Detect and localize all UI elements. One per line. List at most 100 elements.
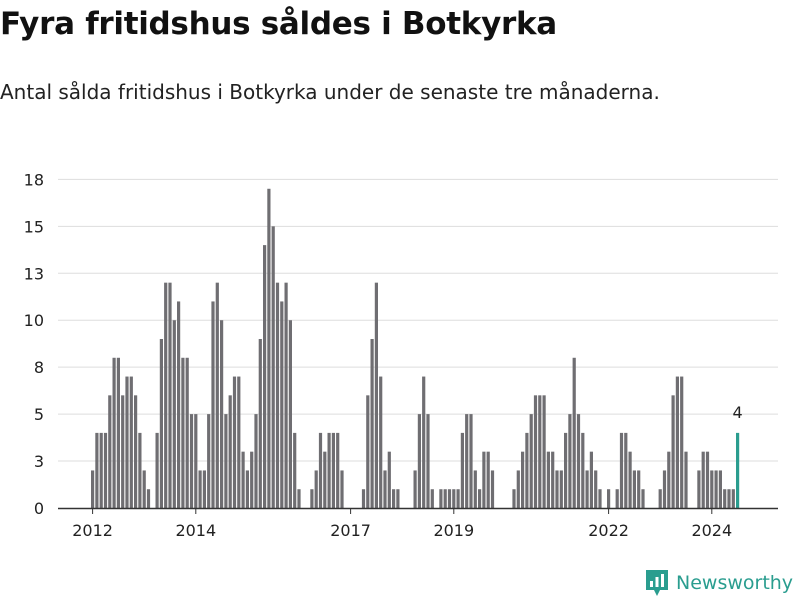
y-tick-label: 5	[34, 405, 44, 424]
bar	[490, 470, 495, 508]
bar	[637, 470, 641, 508]
bar	[396, 489, 400, 508]
bar	[275, 282, 280, 508]
bar	[576, 414, 581, 508]
bar	[624, 432, 628, 508]
bar	[538, 395, 542, 508]
y-axis-ticks: 0 3 5 8 10 13 15 18	[24, 170, 44, 518]
y-tick-label: 0	[34, 499, 44, 518]
bar	[220, 320, 224, 508]
bar	[619, 432, 624, 508]
y-tick-label: 3	[34, 452, 44, 471]
bar	[258, 339, 262, 508]
bar	[327, 432, 331, 508]
bar	[667, 451, 671, 508]
bar	[202, 470, 206, 508]
brand-logo: Newsworthy	[644, 568, 793, 598]
bar	[658, 489, 662, 508]
bar	[336, 432, 340, 508]
x-tick-label: 2019	[433, 521, 474, 540]
bar	[460, 432, 464, 508]
bar	[189, 414, 194, 508]
bar	[207, 414, 211, 508]
bar	[417, 414, 421, 508]
bar	[559, 470, 563, 508]
bar	[478, 489, 482, 508]
bar	[263, 245, 267, 508]
bar	[155, 432, 159, 508]
bar	[512, 489, 516, 508]
bar	[456, 489, 460, 508]
bar	[103, 432, 108, 508]
bar	[486, 451, 490, 508]
bar	[146, 489, 151, 508]
bar	[224, 414, 228, 508]
bar	[314, 470, 318, 508]
bar	[413, 470, 417, 508]
bar	[383, 470, 387, 508]
bar	[370, 339, 374, 508]
brand-name: Newsworthy	[676, 572, 794, 594]
bar	[99, 432, 103, 508]
bar	[551, 451, 555, 508]
bar	[361, 489, 366, 508]
bar	[594, 470, 598, 508]
bar	[297, 489, 301, 508]
bar	[555, 470, 559, 508]
bar	[164, 282, 168, 508]
bar	[533, 395, 538, 508]
data-labels: 4	[733, 403, 743, 422]
bar	[254, 414, 258, 508]
y-tick-label: 13	[24, 264, 44, 283]
bar	[521, 451, 525, 508]
x-tick-label: 2012	[72, 521, 113, 540]
bar	[714, 470, 718, 508]
bars	[91, 188, 740, 508]
bar	[529, 414, 533, 508]
bar	[379, 376, 383, 508]
bar	[598, 489, 602, 508]
bar	[589, 451, 593, 508]
x-tick-label: 2014	[175, 521, 216, 540]
bar	[628, 451, 632, 508]
bar	[323, 451, 327, 508]
bar	[331, 432, 335, 508]
bar	[288, 320, 292, 508]
bar	[684, 451, 688, 508]
bar	[568, 414, 572, 508]
bar	[181, 357, 185, 508]
bar	[439, 489, 443, 508]
bar	[675, 376, 679, 508]
newsworthy-icon	[646, 570, 668, 596]
x-tick-label: 2024	[691, 521, 732, 540]
bar	[671, 395, 675, 508]
bar	[129, 376, 133, 508]
bar	[194, 414, 198, 508]
bar	[572, 357, 576, 508]
bar	[469, 414, 473, 508]
y-tick-label: 8	[34, 358, 44, 377]
bar	[422, 376, 426, 508]
bar	[705, 451, 710, 508]
bar	[271, 226, 275, 508]
bar	[366, 395, 370, 508]
bar	[585, 470, 589, 508]
chart-title: Fyra fritidshus såldes i Botkyrka	[0, 6, 557, 42]
y-tick-label: 18	[24, 170, 44, 189]
bar	[542, 395, 546, 508]
bar	[443, 489, 447, 508]
bar	[632, 470, 636, 508]
bar	[516, 470, 520, 508]
bar	[280, 301, 284, 508]
bar	[680, 376, 684, 508]
x-tick-label: 2022	[588, 521, 629, 540]
bar	[374, 282, 378, 508]
bar	[211, 301, 215, 508]
bar	[718, 470, 722, 508]
bar	[232, 376, 237, 508]
bar	[697, 470, 701, 508]
bar	[91, 470, 95, 508]
bar	[185, 357, 189, 508]
bar	[392, 489, 396, 508]
bar	[241, 451, 245, 508]
